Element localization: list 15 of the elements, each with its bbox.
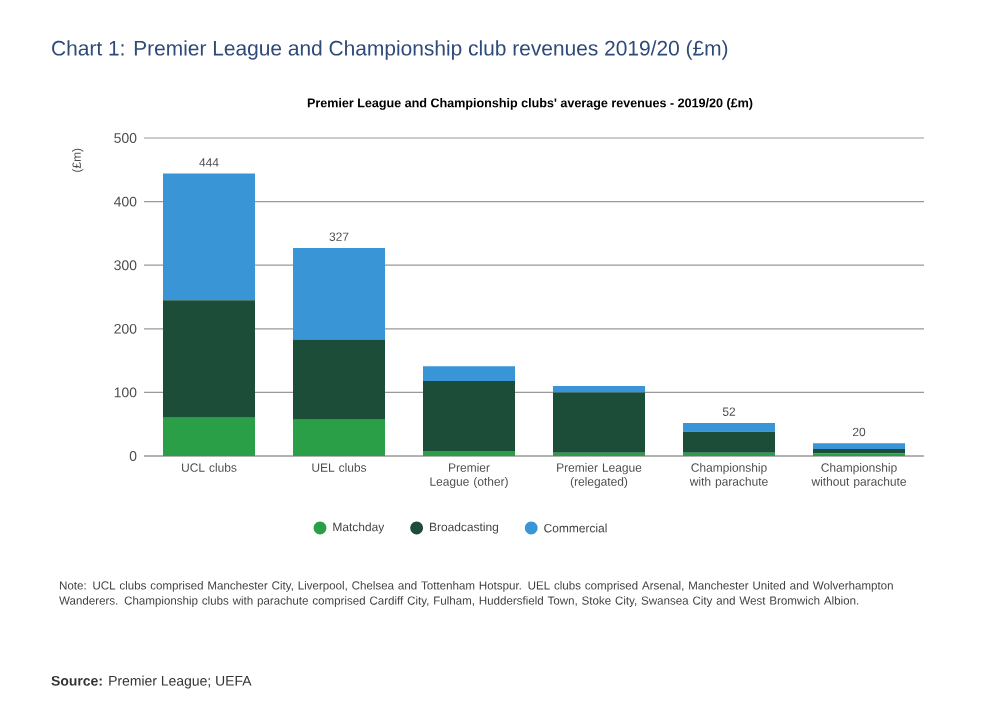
bar [423,366,515,381]
bar [163,300,255,418]
bar [423,450,515,456]
bar [293,419,385,456]
bar [553,392,646,453]
bar [683,431,776,453]
chart-title: Chart 1: Premier League and Championship club revenues 2019/20 (£m) [52,40,728,60]
bar [553,386,646,393]
bar [293,248,385,340]
bar [683,422,776,432]
bar [813,443,906,449]
bar [163,173,255,301]
bar [163,417,255,456]
bar [423,380,515,451]
bar [293,339,385,420]
